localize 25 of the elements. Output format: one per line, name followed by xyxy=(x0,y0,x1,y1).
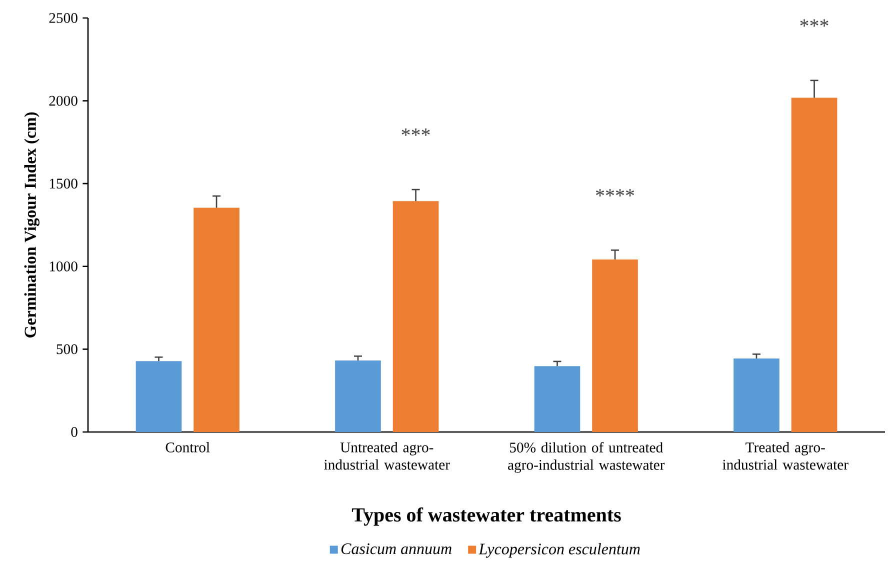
y-tick-label: 2000 xyxy=(49,96,78,106)
y-axis-title: Germination Vigour Index (cm) xyxy=(24,112,40,338)
bar xyxy=(335,360,381,432)
y-tick-label: 1000 xyxy=(50,261,78,272)
x-tick-label: Treated agro-industrial wastewater xyxy=(722,442,848,470)
bar xyxy=(136,361,182,432)
bar xyxy=(791,98,838,432)
y-tick-label: 2500 xyxy=(49,13,78,23)
bar xyxy=(392,201,439,432)
x-tick-label: Control xyxy=(166,442,210,452)
y-tick-label: 1500 xyxy=(50,178,78,189)
annotation: **** xyxy=(596,189,634,196)
bar xyxy=(592,259,638,432)
bar xyxy=(194,208,240,432)
x-axis-title: Types of wastewater treatments xyxy=(352,507,621,526)
legend-label: Casicum annuum xyxy=(341,543,452,554)
x-tick-label: Untreated agro-industrial wastewater xyxy=(324,442,450,470)
bar xyxy=(534,366,580,432)
annotation: *** xyxy=(800,19,828,27)
legend-label: Lycopersicon esculentum xyxy=(478,543,640,558)
y-tick-label: 500 xyxy=(56,344,78,354)
y-tick-label: 0 xyxy=(71,427,78,437)
bar xyxy=(734,358,780,432)
x-tick-label: 50% dilution of untreated agro-industrial wastewater xyxy=(508,442,665,473)
annotation: *** xyxy=(402,128,430,136)
